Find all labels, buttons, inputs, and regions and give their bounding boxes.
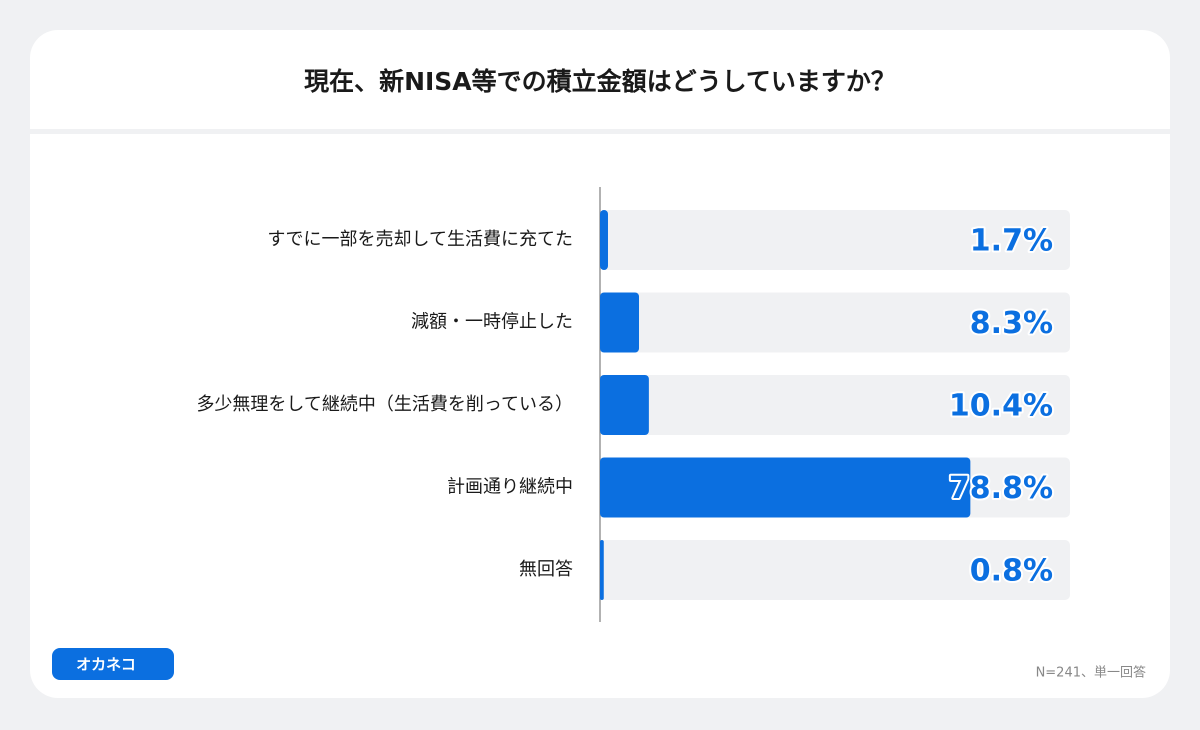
bar: [600, 292, 640, 353]
category-label: 減額・一時停止した: [411, 312, 573, 333]
bar-track: [600, 540, 1070, 600]
category-label: すでに一部を売却して生活費に充てた: [267, 229, 573, 250]
divider: [30, 129, 1170, 134]
value-label: 78.8%: [949, 471, 1053, 506]
bar: [600, 540, 604, 600]
bar: [600, 457, 971, 518]
category-label: 無回答: [519, 559, 573, 580]
category-label: 多少無理をして継続中（生活費を削っている）: [196, 394, 573, 415]
bar: [600, 375, 649, 435]
logo: オカネコ: [76, 656, 136, 674]
bar-track: [600, 292, 1070, 353]
bar: [600, 210, 608, 270]
bar-track: [600, 375, 1070, 435]
value-label: 8.3%: [970, 306, 1053, 341]
value-label: 0.8%: [970, 554, 1053, 589]
category-label: 計画通り継続中: [447, 477, 573, 498]
bar-track: [600, 210, 1070, 270]
value-label: 10.4%: [949, 389, 1053, 424]
chart-title: 現在、新NISA等での積立金額はどうしていますか？: [304, 67, 896, 96]
value-label: 1.7%: [970, 224, 1053, 259]
note: N=241、単一回答: [1036, 665, 1146, 681]
logo-badge: [52, 648, 174, 680]
